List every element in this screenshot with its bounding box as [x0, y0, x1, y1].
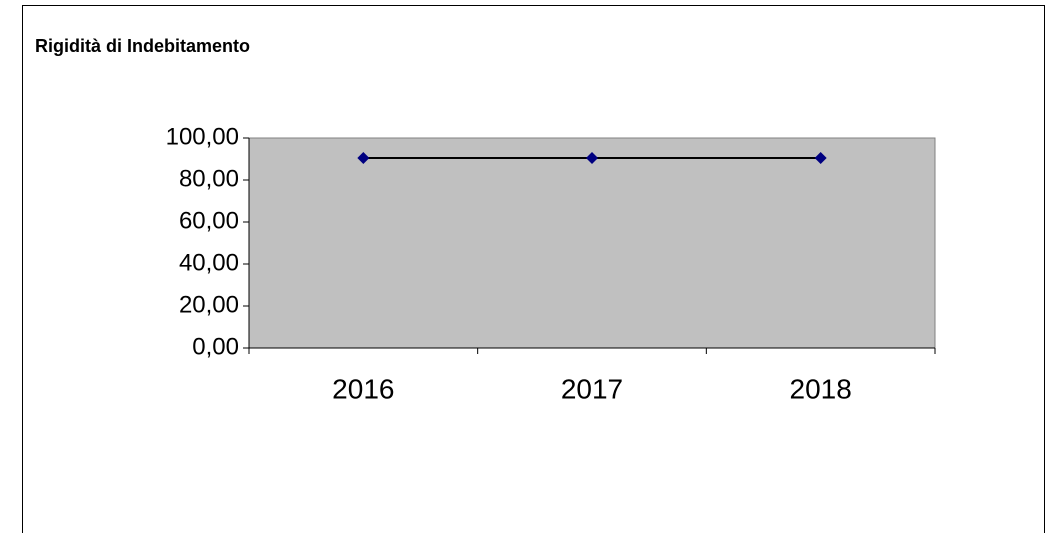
x-tick-label: 2016 [332, 373, 394, 404]
plot-area [248, 137, 936, 349]
y-tick-label: 40,00 [179, 249, 239, 276]
chart-title: Rigidità di Indebitamento [35, 36, 250, 56]
x-tick-label: 2017 [561, 373, 623, 404]
y-tick-label: 60,00 [179, 207, 239, 234]
marker [814, 151, 827, 164]
y-tick-label: 20,00 [179, 291, 239, 318]
y-tick-label: 0,00 [192, 333, 239, 360]
marker [357, 151, 370, 164]
y-tick-label: 80,00 [179, 165, 239, 192]
y-tick-label: 100,00 [166, 123, 239, 150]
x-tick-label: 2018 [790, 373, 852, 404]
marker [586, 151, 598, 164]
